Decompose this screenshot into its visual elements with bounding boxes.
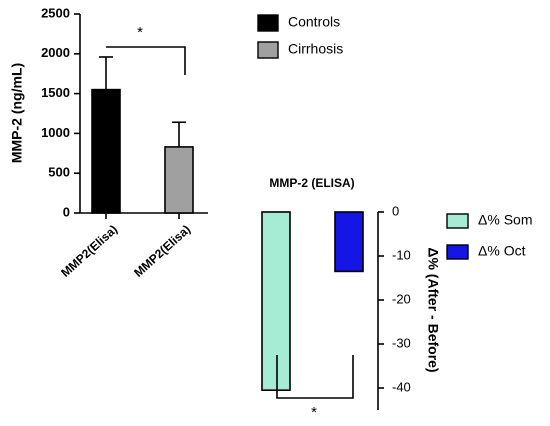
y-tick-label: -40 xyxy=(392,379,411,394)
legend-label: Cirrhosis xyxy=(288,41,343,57)
annotation: * xyxy=(137,24,143,41)
significance-bracket xyxy=(106,46,186,75)
legend-swatch xyxy=(446,213,469,229)
legend-label: Δ% Som xyxy=(478,212,532,228)
y-tick-label: 500 xyxy=(48,165,70,180)
x-tick-label: MMP2(Elisa) xyxy=(131,222,193,280)
bar xyxy=(164,146,194,214)
y-tick-label: 1500 xyxy=(41,85,70,100)
x-tick-label: MMP2(Elisa) xyxy=(58,222,120,280)
bar xyxy=(261,211,291,391)
y-tick-label: 1000 xyxy=(41,125,70,140)
bar xyxy=(334,211,364,273)
y-tick-label: -30 xyxy=(392,335,411,350)
y-axis-label: MMP-2 (ng/mL) xyxy=(9,63,25,163)
y-tick-label: 0 xyxy=(392,203,399,218)
y-tick-label: 0 xyxy=(63,204,70,219)
chart-title: MMP-2 (ELISA) xyxy=(269,176,354,190)
y-tick-label: 2500 xyxy=(41,5,70,20)
y-tick-label: -20 xyxy=(392,291,411,306)
legend-swatch xyxy=(257,41,279,59)
y-tick-label: 2000 xyxy=(41,45,70,60)
significance-bracket xyxy=(276,355,354,399)
legend-swatch xyxy=(446,244,469,260)
annotation: * xyxy=(311,404,317,421)
bar xyxy=(91,88,121,214)
legend-label: Controls xyxy=(288,14,340,30)
legend-label: Δ% Oct xyxy=(478,243,526,259)
y-tick-label: -10 xyxy=(392,247,411,262)
y-axis-label: Δ% (After - Before) xyxy=(425,247,441,372)
legend-swatch xyxy=(257,14,279,32)
